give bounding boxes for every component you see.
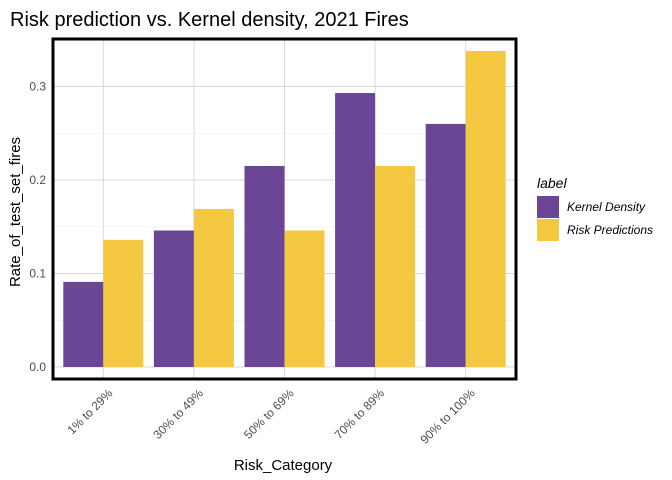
y-tick-label: 0.1 bbox=[29, 267, 46, 281]
chart-title: Risk prediction vs. Kernel density, 2021… bbox=[10, 9, 409, 31]
bar-kernel-density bbox=[244, 165, 285, 367]
bar-kernel-density bbox=[335, 93, 376, 368]
bar-risk-predictions bbox=[103, 239, 144, 367]
x-tick-label: 30% to 49% bbox=[150, 386, 206, 442]
y-tick-label: 0.2 bbox=[29, 173, 46, 187]
bar-kernel-density bbox=[425, 123, 466, 368]
y-tick-label: 0.3 bbox=[29, 80, 46, 94]
legend-label: Risk Predictions bbox=[567, 223, 653, 237]
bar-kernel-density bbox=[63, 281, 104, 367]
y-tick-label: 0.0 bbox=[29, 360, 46, 374]
legend-label: Kernel Density bbox=[567, 200, 646, 214]
legend-key bbox=[537, 219, 559, 241]
legend-title: label bbox=[537, 175, 567, 191]
bar-risk-predictions bbox=[465, 50, 506, 367]
bar-kernel-density bbox=[153, 230, 194, 367]
bars bbox=[63, 50, 506, 368]
legend: label Kernel Density Risk Predictions bbox=[537, 175, 653, 241]
bar-risk-predictions bbox=[284, 230, 325, 367]
x-axis-title: Risk_Category bbox=[234, 457, 333, 474]
legend-key bbox=[537, 196, 559, 218]
x-tick-label: 90% to 100% bbox=[417, 386, 478, 447]
x-tick-label: 70% to 89% bbox=[332, 386, 388, 442]
x-tick-label: 50% to 69% bbox=[241, 386, 297, 442]
y-axis-title: Rate_of_test_set_fires bbox=[7, 137, 24, 287]
bar-risk-predictions bbox=[375, 165, 416, 367]
bar-risk-predictions bbox=[193, 208, 234, 367]
panel-border bbox=[51, 37, 518, 381]
x-axis-ticks: 1% to 29% 30% to 49% 50% to 69% 70% to 89% 9… bbox=[64, 386, 478, 447]
x-tick-label: 1% to 29% bbox=[64, 386, 115, 437]
y-axis-ticks: 0.0 0.1 0.2 0.3 bbox=[29, 80, 46, 375]
